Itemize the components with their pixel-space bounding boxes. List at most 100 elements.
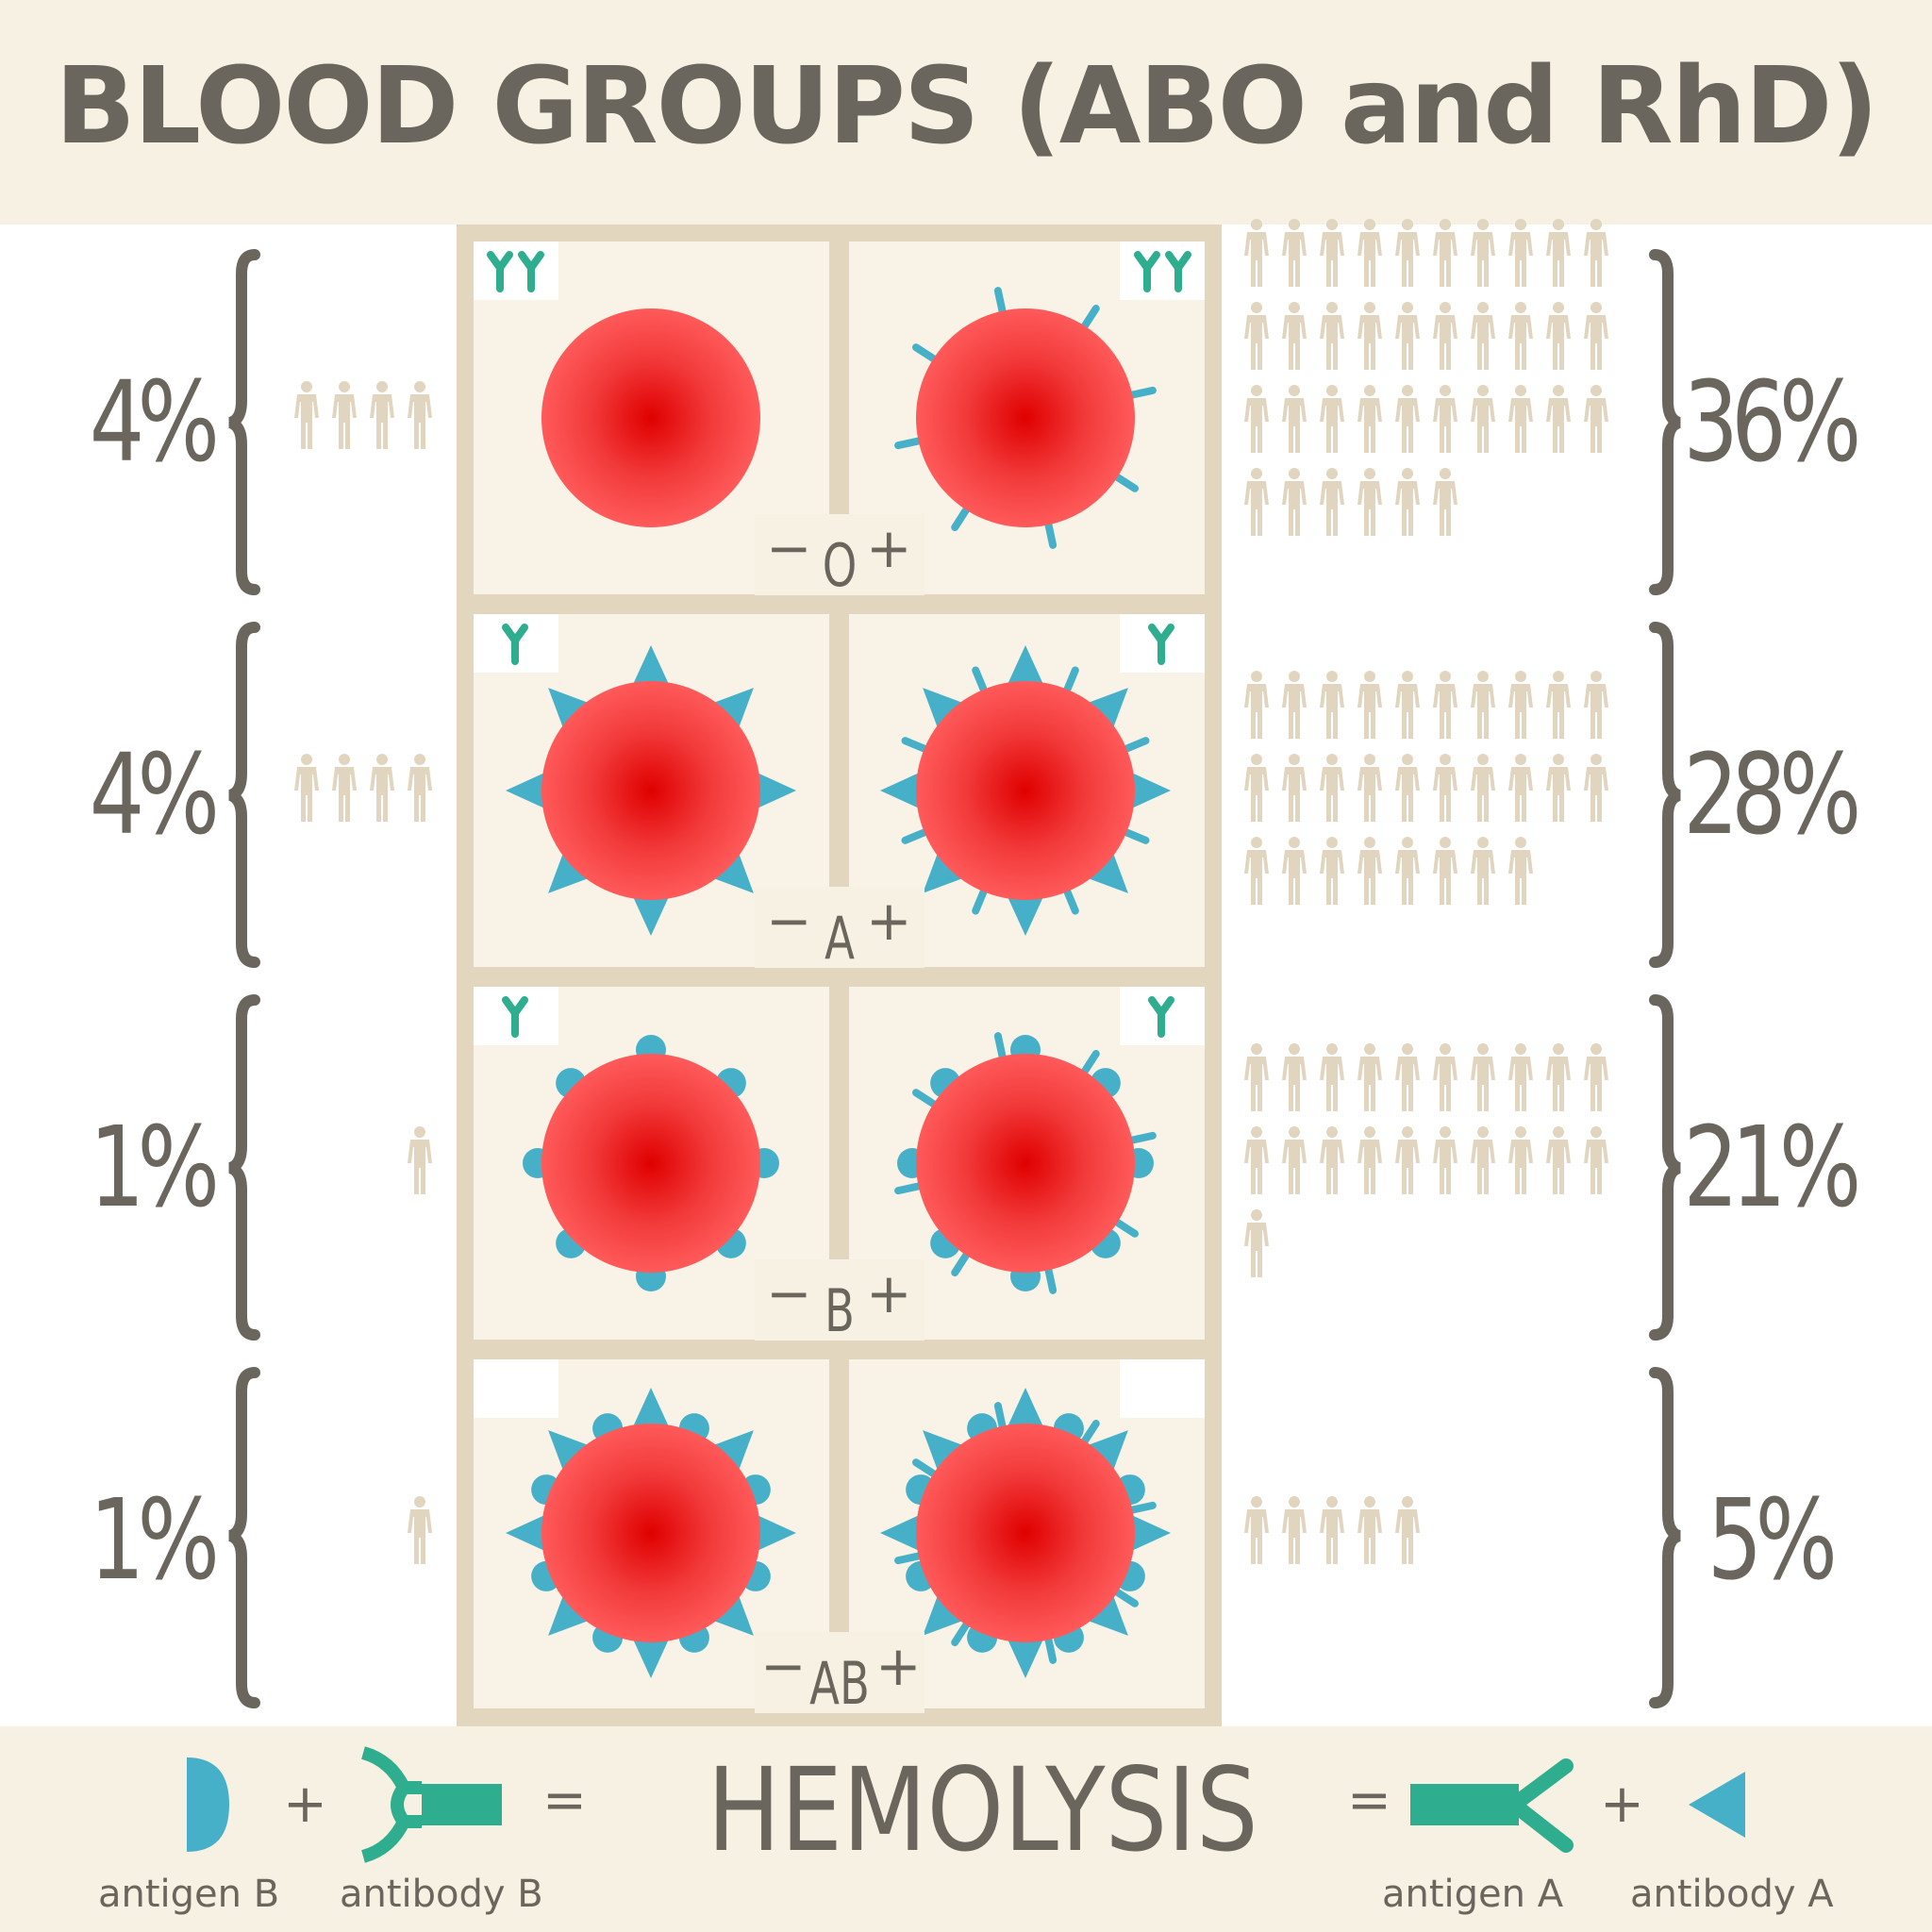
antigen-a-marker bbox=[923, 1586, 973, 1636]
antigen-a-marker bbox=[548, 688, 598, 738]
rhd-antigen-marker bbox=[1061, 666, 1079, 697]
rhd-antigen-marker bbox=[1124, 1131, 1157, 1145]
pos-percent-ab: 5% bbox=[1707, 1474, 1838, 1605]
person-icon bbox=[1508, 385, 1533, 453]
rhd-antigen-marker bbox=[951, 1618, 973, 1646]
person-icon bbox=[1282, 1126, 1307, 1194]
antigen-a-marker bbox=[506, 768, 554, 813]
person-icon bbox=[1282, 219, 1307, 287]
pos-percent-b: 21% bbox=[1683, 1102, 1861, 1232]
antibody-b-icon bbox=[360, 1746, 502, 1863]
person-icon bbox=[1395, 671, 1420, 739]
antigen-a-marker bbox=[748, 768, 796, 813]
rh-positive-sign: + bbox=[866, 889, 912, 953]
person-icon bbox=[1584, 1043, 1608, 1111]
rhd-antigen-marker bbox=[1043, 1632, 1058, 1664]
antigen-b-label: antigen B bbox=[98, 1873, 280, 1916]
pos-percent-o: 36% bbox=[1683, 357, 1861, 487]
person-icon bbox=[408, 1496, 432, 1564]
antibody-a-label: antibody A bbox=[1630, 1873, 1834, 1916]
person-icon bbox=[1357, 385, 1382, 453]
person-icon bbox=[1244, 1126, 1269, 1194]
group-label-a: − A + bbox=[755, 887, 924, 973]
person-icon bbox=[1357, 302, 1382, 370]
rh-positive-sign: + bbox=[866, 1261, 912, 1325]
person-icon bbox=[1244, 219, 1269, 287]
antigen-a-marker bbox=[704, 688, 754, 738]
person-icon bbox=[1433, 468, 1457, 536]
person-icon bbox=[1282, 385, 1307, 453]
legend-plus-1: + bbox=[283, 1774, 327, 1835]
legend-band bbox=[0, 1726, 1932, 1932]
person-icon bbox=[1433, 1043, 1457, 1111]
antibody-y-icon bbox=[487, 251, 513, 292]
antibody-y-icon bbox=[1165, 251, 1191, 292]
rhd-antigen-marker bbox=[1124, 1501, 1157, 1515]
person-icon bbox=[1546, 754, 1571, 822]
person-icon bbox=[408, 754, 432, 822]
header-band bbox=[0, 0, 1932, 225]
page-title: BLOOD GROUPS (ABO and RhD) bbox=[55, 45, 1878, 168]
red-blood-cell-O-neg bbox=[541, 308, 760, 527]
rhd-antigen-marker bbox=[894, 1181, 926, 1195]
person-icon bbox=[408, 1126, 432, 1194]
red-blood-cell-B-pos bbox=[894, 1032, 1157, 1294]
red-blood-cell-A-pos bbox=[880, 645, 1171, 936]
cell-body bbox=[541, 1054, 760, 1273]
person-icon bbox=[1433, 302, 1457, 370]
person-icon bbox=[1584, 1126, 1608, 1194]
person-icon bbox=[1546, 1043, 1571, 1111]
antigen-b-icon bbox=[187, 1757, 229, 1852]
antibody-y-icon bbox=[1148, 996, 1174, 1038]
antigen-a-marker bbox=[1123, 768, 1171, 813]
antigen-a-marker bbox=[548, 1586, 598, 1636]
person-icon bbox=[1320, 671, 1344, 739]
person-icon bbox=[1546, 1126, 1571, 1194]
person-icon bbox=[294, 754, 319, 822]
person-icon bbox=[1584, 385, 1608, 453]
legend-equals-2: = bbox=[1347, 1770, 1391, 1831]
antigen-a-marker bbox=[748, 1510, 796, 1556]
person-icon bbox=[1282, 754, 1307, 822]
antigen-a-marker bbox=[1123, 1510, 1171, 1556]
rhd-antigen-marker bbox=[972, 666, 990, 697]
red-blood-cell-O-pos bbox=[894, 287, 1157, 549]
group-label-b: − B + bbox=[755, 1259, 924, 1345]
group-label-ab: − AB + bbox=[755, 1632, 924, 1718]
person-icon bbox=[1357, 1496, 1382, 1564]
person-icon bbox=[1320, 385, 1344, 453]
rhd-antigen-marker bbox=[1110, 471, 1139, 492]
person-icon bbox=[1471, 1126, 1495, 1194]
person-icon bbox=[1395, 302, 1420, 370]
rh-negative-sign: − bbox=[766, 889, 812, 953]
person-icon bbox=[1357, 468, 1382, 536]
antibody-y-icon bbox=[1134, 251, 1160, 292]
rhd-antigen-marker bbox=[951, 1248, 973, 1276]
person-icon bbox=[1282, 468, 1307, 536]
person-icon bbox=[1508, 671, 1533, 739]
hemolysis-label: HEMOLYSIS bbox=[707, 1743, 1258, 1877]
antigen-a-marker bbox=[1003, 645, 1048, 693]
antigen-a-marker bbox=[1003, 888, 1048, 936]
antibody-indicators bbox=[474, 242, 1205, 1418]
neg-percent-b: 1% bbox=[89, 1102, 220, 1232]
antigen-a-marker bbox=[548, 1430, 598, 1480]
person-icon bbox=[332, 381, 357, 449]
person-icon bbox=[1433, 671, 1457, 739]
pos-percent-a: 28% bbox=[1683, 729, 1861, 859]
rhd-antigen-marker bbox=[1124, 386, 1157, 400]
legend-plus-2: + bbox=[1600, 1774, 1644, 1835]
person-icon bbox=[1357, 1126, 1382, 1194]
antigen-a-marker bbox=[548, 843, 598, 893]
rhd-antigen-marker bbox=[1110, 1586, 1139, 1607]
person-icon bbox=[1320, 468, 1344, 536]
person-icon bbox=[1471, 754, 1495, 822]
person-icon bbox=[1244, 1496, 1269, 1564]
rhd-antigen-marker bbox=[894, 436, 926, 450]
antibody-b-label: antibody B bbox=[340, 1873, 543, 1916]
person-icon bbox=[1471, 837, 1495, 905]
person-icon bbox=[1320, 1126, 1344, 1194]
antigen-a-marker bbox=[1078, 843, 1128, 893]
person-icon bbox=[1584, 302, 1608, 370]
